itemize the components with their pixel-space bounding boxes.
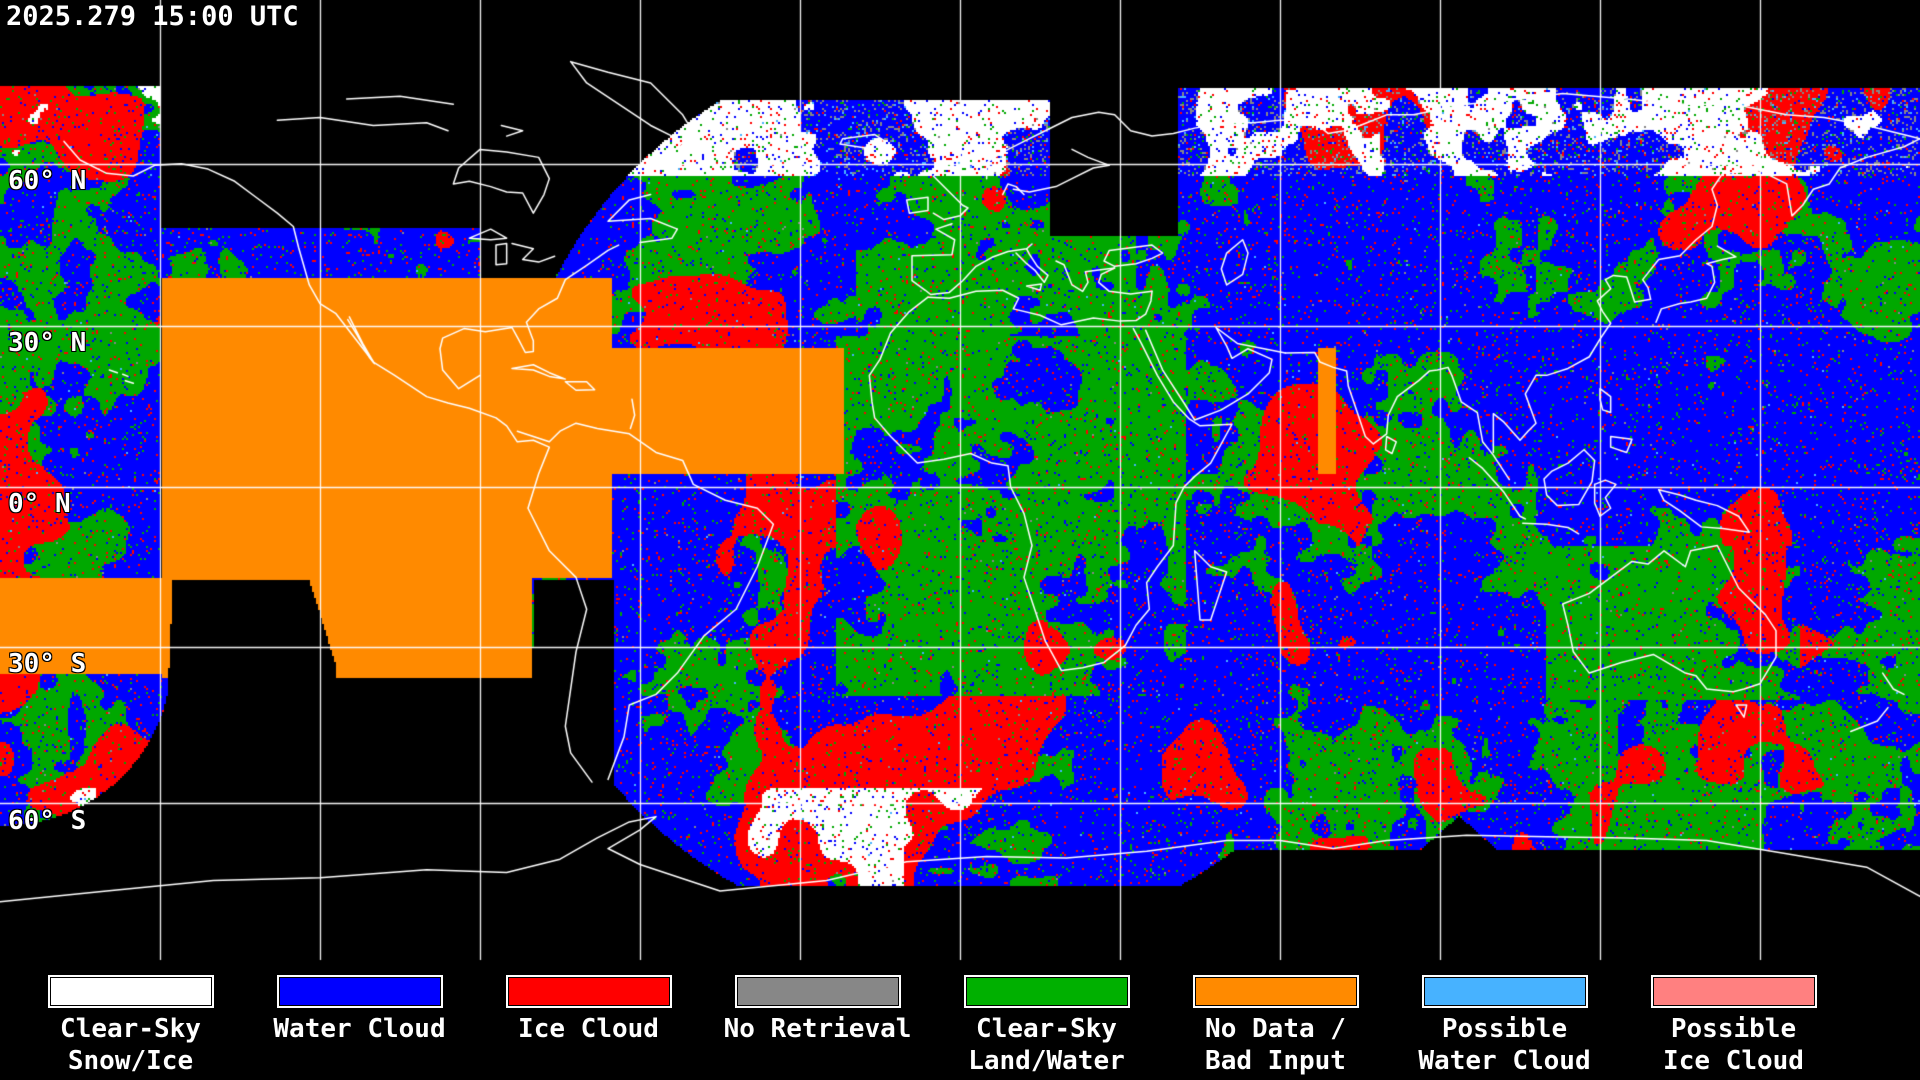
legend-item-no-data-bad-input: No Data / Bad Input [1161,975,1390,1077]
legend-item-possible-water-cloud: Possible Water Cloud [1390,975,1619,1077]
legend-item-no-retrieval: No Retrieval [703,975,932,1077]
legend-item-ice-cloud: Ice Cloud [474,975,703,1077]
legend-bar: Clear-Sky Snow/Ice Water Cloud Ice Cloud … [16,975,1904,1077]
legend-item-clear-sky-snow-ice: Clear-Sky Snow/Ice [16,975,245,1077]
timestamp-label: 2025.279 15:00 UTC [6,1,299,32]
legend-item-possible-ice-cloud: Possible Ice Cloud [1619,975,1848,1077]
lat-label-60s: 60° S [8,806,87,836]
legend-swatch-ice-cloud [505,975,672,1008]
legend-swatch-no-retrieval [734,975,901,1008]
legend-swatch-water-cloud [276,975,443,1008]
legend-swatch-possible-water-cloud [1421,975,1588,1008]
legend-swatch-possible-ice-cloud [1650,975,1817,1008]
lat-label-30n: 30° N [8,328,87,358]
cloud-phase-world-map [0,0,1920,970]
lat-label-60n: 60° N [8,166,87,196]
legend-item-water-cloud: Water Cloud [245,975,474,1077]
legend-swatch-no-data-bad-input [1192,975,1359,1008]
legend-item-clear-sky-land-water: Clear-Sky Land/Water [932,975,1161,1077]
lat-label-0n: 0° N [8,489,71,519]
lat-label-30s: 30° S [8,649,87,679]
legend-swatch-clear-sky-land-water [963,975,1130,1008]
legend-swatch-clear-sky-snow-ice [47,975,214,1008]
